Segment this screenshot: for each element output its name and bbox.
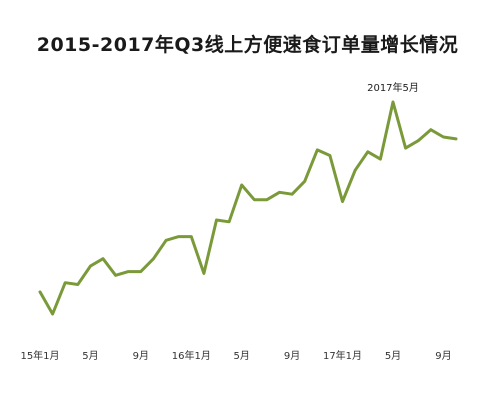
- data-point: [328, 154, 332, 157]
- data-point: [366, 150, 369, 153]
- x-tick-label: 15年1月: [20, 349, 59, 362]
- data-point: [139, 270, 142, 273]
- data-point: [202, 272, 206, 275]
- x-axis-ticks: 15年1月 5月 9月 16年1月 5月 9月 17年1月 5月 9月: [20, 349, 451, 362]
- data-point: [127, 270, 130, 273]
- annotations: 2017年5月: [367, 81, 419, 94]
- data-point: [51, 312, 54, 316]
- data-point: [76, 283, 80, 286]
- data-point: [253, 198, 256, 201]
- x-tick-label: 17年1月: [323, 349, 362, 362]
- series-line: [38, 100, 458, 316]
- data-point: [190, 235, 193, 238]
- data-point: [101, 257, 105, 260]
- data-point: [429, 128, 432, 131]
- data-point: [379, 157, 382, 161]
- data-point: [316, 148, 319, 152]
- data-point: [303, 180, 306, 183]
- data-point: [164, 239, 168, 242]
- data-point: [152, 257, 155, 260]
- x-tick-label: 9月: [284, 350, 300, 362]
- data-point: [265, 198, 269, 201]
- x-tick-label: 5月: [385, 350, 401, 362]
- data-point: [454, 137, 458, 141]
- chart-title: 2015-2017年Q3线上方便速食订单量增长情况: [36, 34, 459, 56]
- plot-area: [38, 100, 458, 316]
- data-point: [404, 146, 407, 150]
- x-tick-label: 9月: [133, 350, 149, 362]
- peak-annotation: 2017年5月: [367, 81, 419, 94]
- data-point: [89, 264, 92, 268]
- data-point: [215, 218, 218, 222]
- data-point: [354, 169, 357, 172]
- x-tick-label: 16年1月: [172, 349, 211, 362]
- data-point: [278, 191, 281, 194]
- data-point: [417, 139, 420, 142]
- x-tick-label: 9月: [435, 350, 451, 362]
- data-point: [442, 135, 445, 139]
- data-point: [114, 274, 117, 277]
- data-point: [341, 200, 344, 203]
- data-point: [391, 100, 395, 104]
- data-point: [240, 183, 243, 187]
- x-tick-label: 5月: [82, 350, 98, 362]
- data-point: [227, 220, 231, 223]
- x-tick-label: 5月: [234, 350, 250, 362]
- data-point: [63, 281, 67, 284]
- data-point: [177, 235, 180, 238]
- data-point: [38, 290, 42, 294]
- data-point: [290, 193, 294, 196]
